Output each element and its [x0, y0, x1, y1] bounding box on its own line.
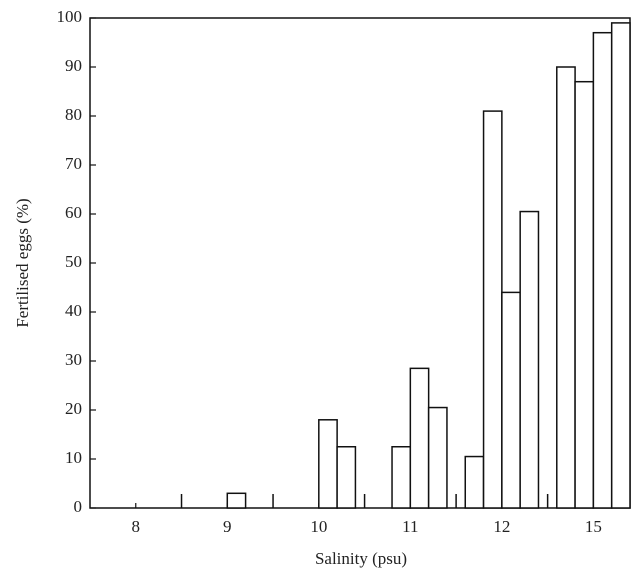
bar: [501, 291, 521, 509]
y-tick-label: 20: [65, 399, 82, 418]
bar: [464, 455, 485, 509]
y-tick-label: 50: [65, 252, 82, 271]
x-tick-label: 8: [132, 517, 141, 536]
bar: [556, 66, 576, 509]
bar: [592, 31, 613, 509]
y-tick-label: 40: [65, 301, 82, 320]
bar: [409, 367, 430, 509]
y-tick-label: 70: [65, 154, 82, 173]
y-tick-label: 80: [65, 105, 82, 124]
bar: [574, 80, 595, 509]
y-axis-label: Fertilised eggs (%): [13, 198, 32, 327]
y-tick-label: 10: [65, 448, 82, 467]
bar: [482, 110, 503, 509]
x-tick-label: 11: [402, 517, 418, 536]
y-tick-label: 60: [65, 203, 82, 222]
bar: [318, 419, 338, 509]
y-tick-label: 90: [65, 56, 82, 75]
x-axis-label: Salinity (psu): [315, 549, 407, 568]
y-tick-label: 30: [65, 350, 82, 369]
x-tick-label: 10: [310, 517, 327, 536]
bar: [519, 210, 540, 509]
bar: [391, 446, 412, 509]
x-tick-label: 15: [585, 517, 602, 536]
x-tick-label: 12: [493, 517, 510, 536]
y-tick-label: 0: [74, 497, 83, 516]
bar: [610, 22, 631, 509]
bar: [336, 446, 357, 509]
bar: [427, 406, 448, 509]
bar: [226, 492, 247, 509]
y-tick-label: 100: [57, 7, 83, 26]
plot-frame: [89, 17, 631, 509]
x-tick-label: 9: [223, 517, 232, 536]
